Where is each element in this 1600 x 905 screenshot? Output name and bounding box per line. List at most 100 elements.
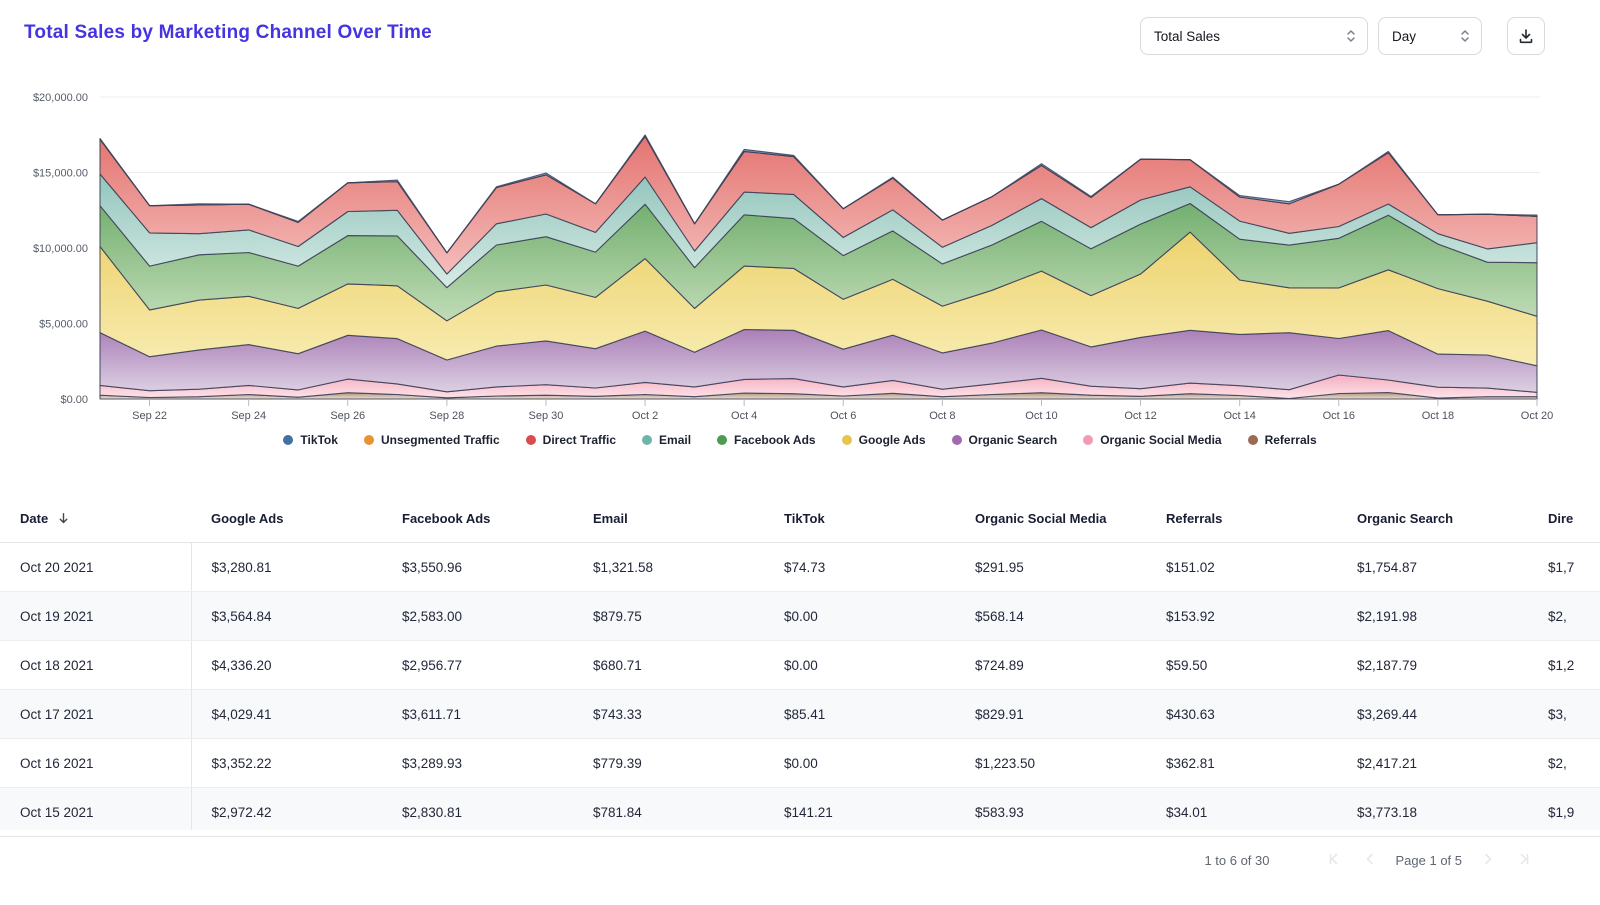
legend-dot-icon <box>717 435 728 445</box>
chevron-bar-left-icon <box>1326 851 1342 870</box>
legend-item-email[interactable]: Email <box>642 433 691 447</box>
date-cell: Oct 15 2021 <box>0 787 192 830</box>
svg-text:Oct 18: Oct 18 <box>1422 410 1454 422</box>
column-header-label: TikTok <box>784 511 825 526</box>
value-cell: $3,269.44 <box>1337 689 1528 739</box>
legend-item-organic-search[interactable]: Organic Search <box>951 433 1057 447</box>
value-cell: $3,280.81 <box>191 542 382 592</box>
value-cell: $1,9 <box>1528 787 1600 830</box>
legend-item-facebook-ads[interactable]: Facebook Ads <box>717 433 816 447</box>
next-page-button[interactable] <box>1476 847 1500 874</box>
column-header-email[interactable]: Email <box>573 495 764 543</box>
value-cell: $34.01 <box>1146 787 1337 830</box>
value-cell: $743.33 <box>573 689 764 739</box>
data-table: Date Google Ads Facebook Ads Email TikTok Org… <box>0 495 1600 830</box>
updown-chevrons-icon <box>1345 28 1357 44</box>
value-cell: $2, <box>1528 591 1600 641</box>
column-header-google-ads[interactable]: Google Ads <box>191 495 382 543</box>
svg-text:$5,000.00: $5,000.00 <box>39 319 88 331</box>
stacked-area-chart: $0.00 $5,000.00 $10,000.00 $15,000.00 $20,00… <box>0 85 1600 430</box>
svg-text:Oct 14: Oct 14 <box>1223 410 1255 422</box>
value-cell: $0.00 <box>764 738 955 788</box>
column-header-label: Referrals <box>1166 511 1223 526</box>
value-cell: $74.73 <box>764 542 955 592</box>
legend-dot-icon <box>283 435 294 445</box>
table-row: Oct 18 2021 $4,336.20 $2,956.77 $680.71 $0.0… <box>0 640 1600 690</box>
value-cell: $362.81 <box>1146 738 1337 788</box>
legend-item-tiktok[interactable]: TikTok <box>283 433 338 447</box>
metric-select[interactable]: Total Sales <box>1140 17 1368 55</box>
column-header-organic-search[interactable]: Organic Search <box>1337 495 1528 543</box>
value-cell: $779.39 <box>573 738 764 788</box>
table-row: Oct 17 2021 $4,029.41 $3,611.71 $743.33 $85.… <box>0 689 1600 739</box>
chevron-bar-right-icon <box>1516 851 1532 870</box>
column-header-referrals[interactable]: Referrals <box>1146 495 1337 543</box>
column-header-tiktok[interactable]: TikTok <box>764 495 955 543</box>
previous-page-button[interactable] <box>1358 847 1382 874</box>
value-cell: $1,321.58 <box>573 542 764 592</box>
pagination-bar: 1 to 6 of 30 Page 1 of 5 <box>0 836 1600 884</box>
value-cell: $4,029.41 <box>191 689 382 739</box>
value-cell: $2,830.81 <box>382 787 573 830</box>
legend-label: Facebook Ads <box>734 433 816 447</box>
legend-dot-icon <box>642 435 653 445</box>
date-cell: Oct 16 2021 <box>0 738 192 788</box>
column-header-facebook-ads[interactable]: Facebook Ads <box>382 495 573 543</box>
chevron-right-icon <box>1480 851 1496 870</box>
data-table-container[interactable]: Date Google Ads Facebook Ads Email TikTok Org… <box>0 495 1600 830</box>
legend-item-referrals[interactable]: Referrals <box>1247 433 1317 447</box>
svg-text:$15,000.00: $15,000.00 <box>33 168 88 180</box>
value-cell: $583.93 <box>955 787 1146 830</box>
value-cell: $1,2 <box>1528 640 1600 690</box>
value-cell: $0.00 <box>764 591 955 641</box>
column-header-dire[interactable]: Dire <box>1528 495 1600 543</box>
last-page-button[interactable] <box>1512 847 1536 874</box>
value-cell: $680.71 <box>573 640 764 690</box>
legend-label: Google Ads <box>858 433 926 447</box>
value-cell: $1,7 <box>1528 542 1600 592</box>
legend-dot-icon <box>841 435 852 445</box>
svg-text:$10,000.00: $10,000.00 <box>33 243 88 255</box>
legend-item-organic-social-media[interactable]: Organic Social Media <box>1083 433 1222 447</box>
page-indicator-label: Page 1 of 5 <box>1395 853 1463 868</box>
legend-dot-icon <box>525 435 536 445</box>
svg-text:$0.00: $0.00 <box>60 394 88 406</box>
value-cell: $2,187.79 <box>1337 640 1528 690</box>
column-header-label: Google Ads <box>211 511 284 526</box>
column-header-label: Email <box>593 511 628 526</box>
legend-label: Referrals <box>1264 433 1317 447</box>
svg-text:Oct 10: Oct 10 <box>1025 410 1057 422</box>
value-cell: $3,773.18 <box>1337 787 1528 830</box>
value-cell: $1,754.87 <box>1337 542 1528 592</box>
sort-desc-arrow-icon <box>48 511 70 526</box>
granularity-select[interactable]: Day <box>1378 17 1482 55</box>
legend-item-direct-traffic[interactable]: Direct Traffic <box>525 433 616 447</box>
download-tray-icon <box>1517 27 1535 45</box>
value-cell: $85.41 <box>764 689 955 739</box>
svg-text:Oct 12: Oct 12 <box>1124 410 1156 422</box>
value-cell: $4,336.20 <box>191 640 382 690</box>
download-button[interactable] <box>1507 17 1545 55</box>
value-cell: $3,550.96 <box>382 542 573 592</box>
legend-label: Organic Social Media <box>1100 433 1222 447</box>
page-title: Total Sales by Marketing Channel Over Ti… <box>24 22 432 43</box>
column-header-date[interactable]: Date <box>0 495 191 543</box>
legend-item-google-ads[interactable]: Google Ads <box>841 433 926 447</box>
value-cell: $568.14 <box>955 591 1146 641</box>
svg-text:Oct 20: Oct 20 <box>1521 410 1553 422</box>
value-cell: $2, <box>1528 738 1600 788</box>
date-cell: Oct 19 2021 <box>0 591 192 641</box>
legend-item-unsegmented-traffic[interactable]: Unsegmented Traffic <box>363 433 500 447</box>
value-cell: $153.92 <box>1146 591 1337 641</box>
value-cell: $781.84 <box>573 787 764 830</box>
value-cell: $0.00 <box>764 640 955 690</box>
first-page-button[interactable] <box>1322 847 1346 874</box>
svg-text:Sep 22: Sep 22 <box>132 410 167 422</box>
legend-dot-icon <box>1247 435 1258 445</box>
updown-chevrons-icon <box>1459 28 1471 44</box>
date-cell: Oct 17 2021 <box>0 689 192 739</box>
column-header-organic-social-media[interactable]: Organic Social Media <box>955 495 1146 543</box>
value-cell: $879.75 <box>573 591 764 641</box>
value-cell: $724.89 <box>955 640 1146 690</box>
column-header-label: Date <box>20 511 49 526</box>
